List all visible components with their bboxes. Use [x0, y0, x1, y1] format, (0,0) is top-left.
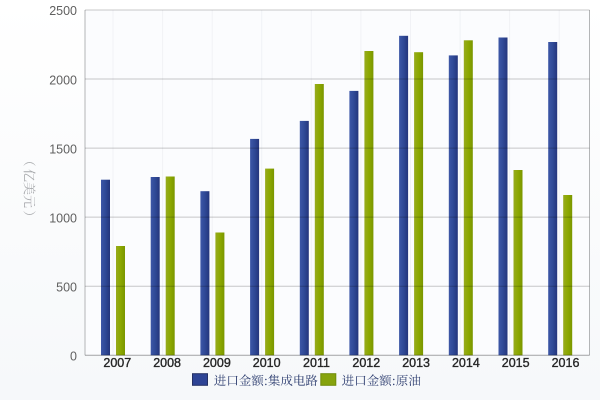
svg-text:500: 500 — [56, 280, 77, 294]
svg-text:2012: 2012 — [352, 356, 380, 370]
svg-text:2000: 2000 — [49, 73, 77, 87]
svg-text:2014: 2014 — [452, 356, 480, 370]
svg-text:2008: 2008 — [153, 356, 181, 370]
svg-text:2009: 2009 — [203, 356, 231, 370]
svg-text:2007: 2007 — [103, 356, 131, 370]
svg-text:2010: 2010 — [253, 356, 281, 370]
svg-text:2013: 2013 — [402, 356, 430, 370]
svg-text:2011: 2011 — [303, 356, 330, 370]
svg-text:0: 0 — [70, 350, 77, 364]
svg-text:2500: 2500 — [49, 4, 77, 18]
svg-text:1500: 1500 — [49, 142, 77, 156]
svg-text:1000: 1000 — [49, 211, 77, 225]
svg-text:2016: 2016 — [552, 356, 580, 370]
svg-text:2015: 2015 — [502, 356, 530, 370]
